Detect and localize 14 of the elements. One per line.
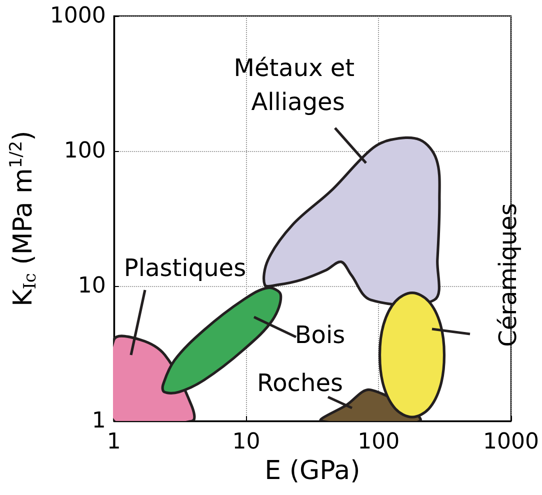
y-axis-title: KIc (MPa m1/2) [6, 130, 40, 306]
text: Céramiques [494, 203, 522, 347]
text: Plastiques [124, 254, 246, 282]
series-label: Métaux et Alliages [234, 54, 362, 116]
y-tick-label: 1 [92, 408, 106, 434]
x-axis-title: E (GPa) [264, 456, 360, 486]
y-tick-label: 10 [78, 274, 106, 298]
legend-label: Bois [294, 321, 346, 349]
y-tick-label: 1000 [50, 4, 106, 28]
y-tick-label: 100 [64, 138, 106, 164]
x-tick-label: 1000 [483, 430, 540, 454]
series-label: Roches [257, 369, 343, 397]
x-tick-label: 100 [358, 430, 400, 454]
x-tick-label: 10 [232, 430, 260, 454]
